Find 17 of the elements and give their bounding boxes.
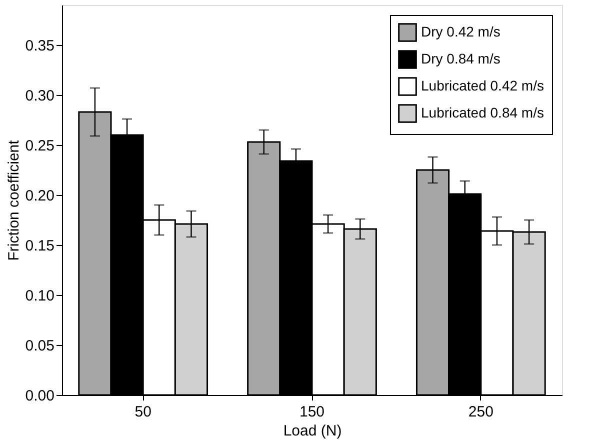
x-tick-label: 50 — [134, 404, 152, 420]
y-tick-label: 0.05 — [25, 338, 54, 354]
legend-label: Lubricated 0.42 m/s — [421, 78, 544, 94]
legend-label: Lubricated 0.84 m/s — [421, 104, 544, 120]
y-tick-label: 0.15 — [25, 238, 54, 254]
x-axis-title: Load (N) — [283, 422, 342, 440]
y-tick-label: 0.30 — [25, 88, 54, 104]
y-tick-label: 0.10 — [25, 288, 54, 304]
x-tick-label: 250 — [468, 404, 494, 420]
y-tick-label: 0.35 — [25, 38, 54, 54]
y-axis-title: Friction coefficient — [5, 139, 22, 261]
y-tick-label: 0.00 — [25, 388, 54, 404]
x-tick-label: 150 — [299, 404, 325, 420]
legend-label: Dry 0.84 m/s — [421, 50, 500, 66]
y-tick-label: 0.20 — [25, 188, 54, 204]
legend-label: Dry 0.42 m/s — [421, 24, 500, 40]
y-tick-label: 0.25 — [25, 138, 54, 154]
